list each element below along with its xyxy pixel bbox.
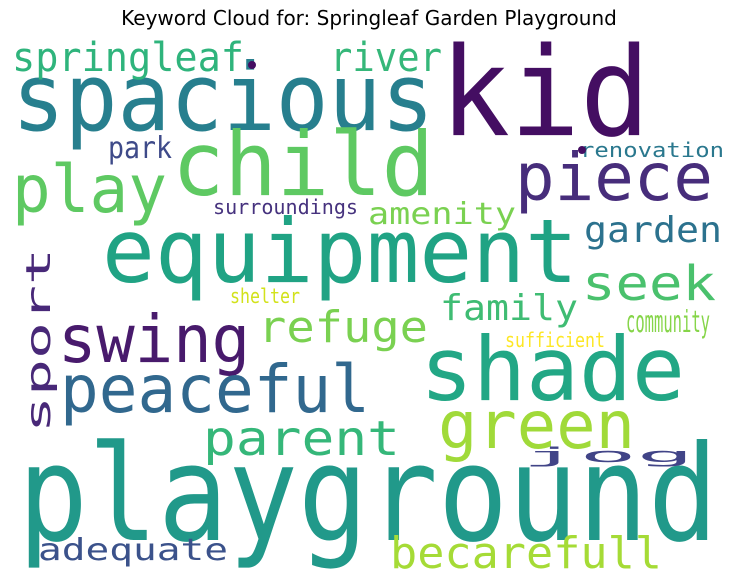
- word-play: play: [12, 151, 167, 228]
- word-peaceful: peaceful: [60, 351, 370, 428]
- word-amenity: amenity: [368, 197, 516, 232]
- cloud-dots: [248, 61, 586, 154]
- word-shade: shade: [420, 318, 685, 421]
- word-piece: piece: [515, 139, 713, 216]
- word-jog: park: [108, 131, 172, 166]
- word-sufficient: renovation: [580, 138, 724, 162]
- word-community: adequate: [38, 533, 228, 568]
- word-park: community: [626, 305, 710, 340]
- word-river: river: [330, 35, 442, 81]
- word-springleaf: springleaf: [12, 35, 244, 81]
- word-spacious: spacious: [12, 44, 434, 153]
- cloud-words: playground kid spacious child equipment …: [12, 22, 724, 579]
- word-playground: playground: [18, 418, 718, 572]
- word-child: child: [172, 113, 434, 216]
- word-sport: shelter: [230, 284, 300, 308]
- word-kid: kid: [440, 22, 650, 165]
- word-seek: seek: [582, 256, 716, 312]
- word-becarefull: becarefull: [390, 528, 662, 579]
- word-adequate: sport: [19, 248, 59, 433]
- word-renovation: surroundings: [213, 195, 358, 219]
- word-equipment: equipment: [102, 200, 578, 303]
- chart-title: Keyword Cloud for: Springleaf Garden Pla…: [121, 6, 617, 30]
- word-green: green: [438, 387, 635, 464]
- dot-mark: [248, 61, 256, 69]
- word-surroundings: jog: [522, 443, 694, 467]
- word-swing: swing: [58, 301, 250, 378]
- dot-mark: [578, 146, 586, 154]
- word-refuge: refuge: [258, 302, 428, 353]
- word-garden: garden: [584, 210, 722, 251]
- word-parent: parent: [203, 411, 400, 467]
- word-shelter: sufficient: [505, 328, 605, 352]
- word-family: family: [440, 288, 578, 329]
